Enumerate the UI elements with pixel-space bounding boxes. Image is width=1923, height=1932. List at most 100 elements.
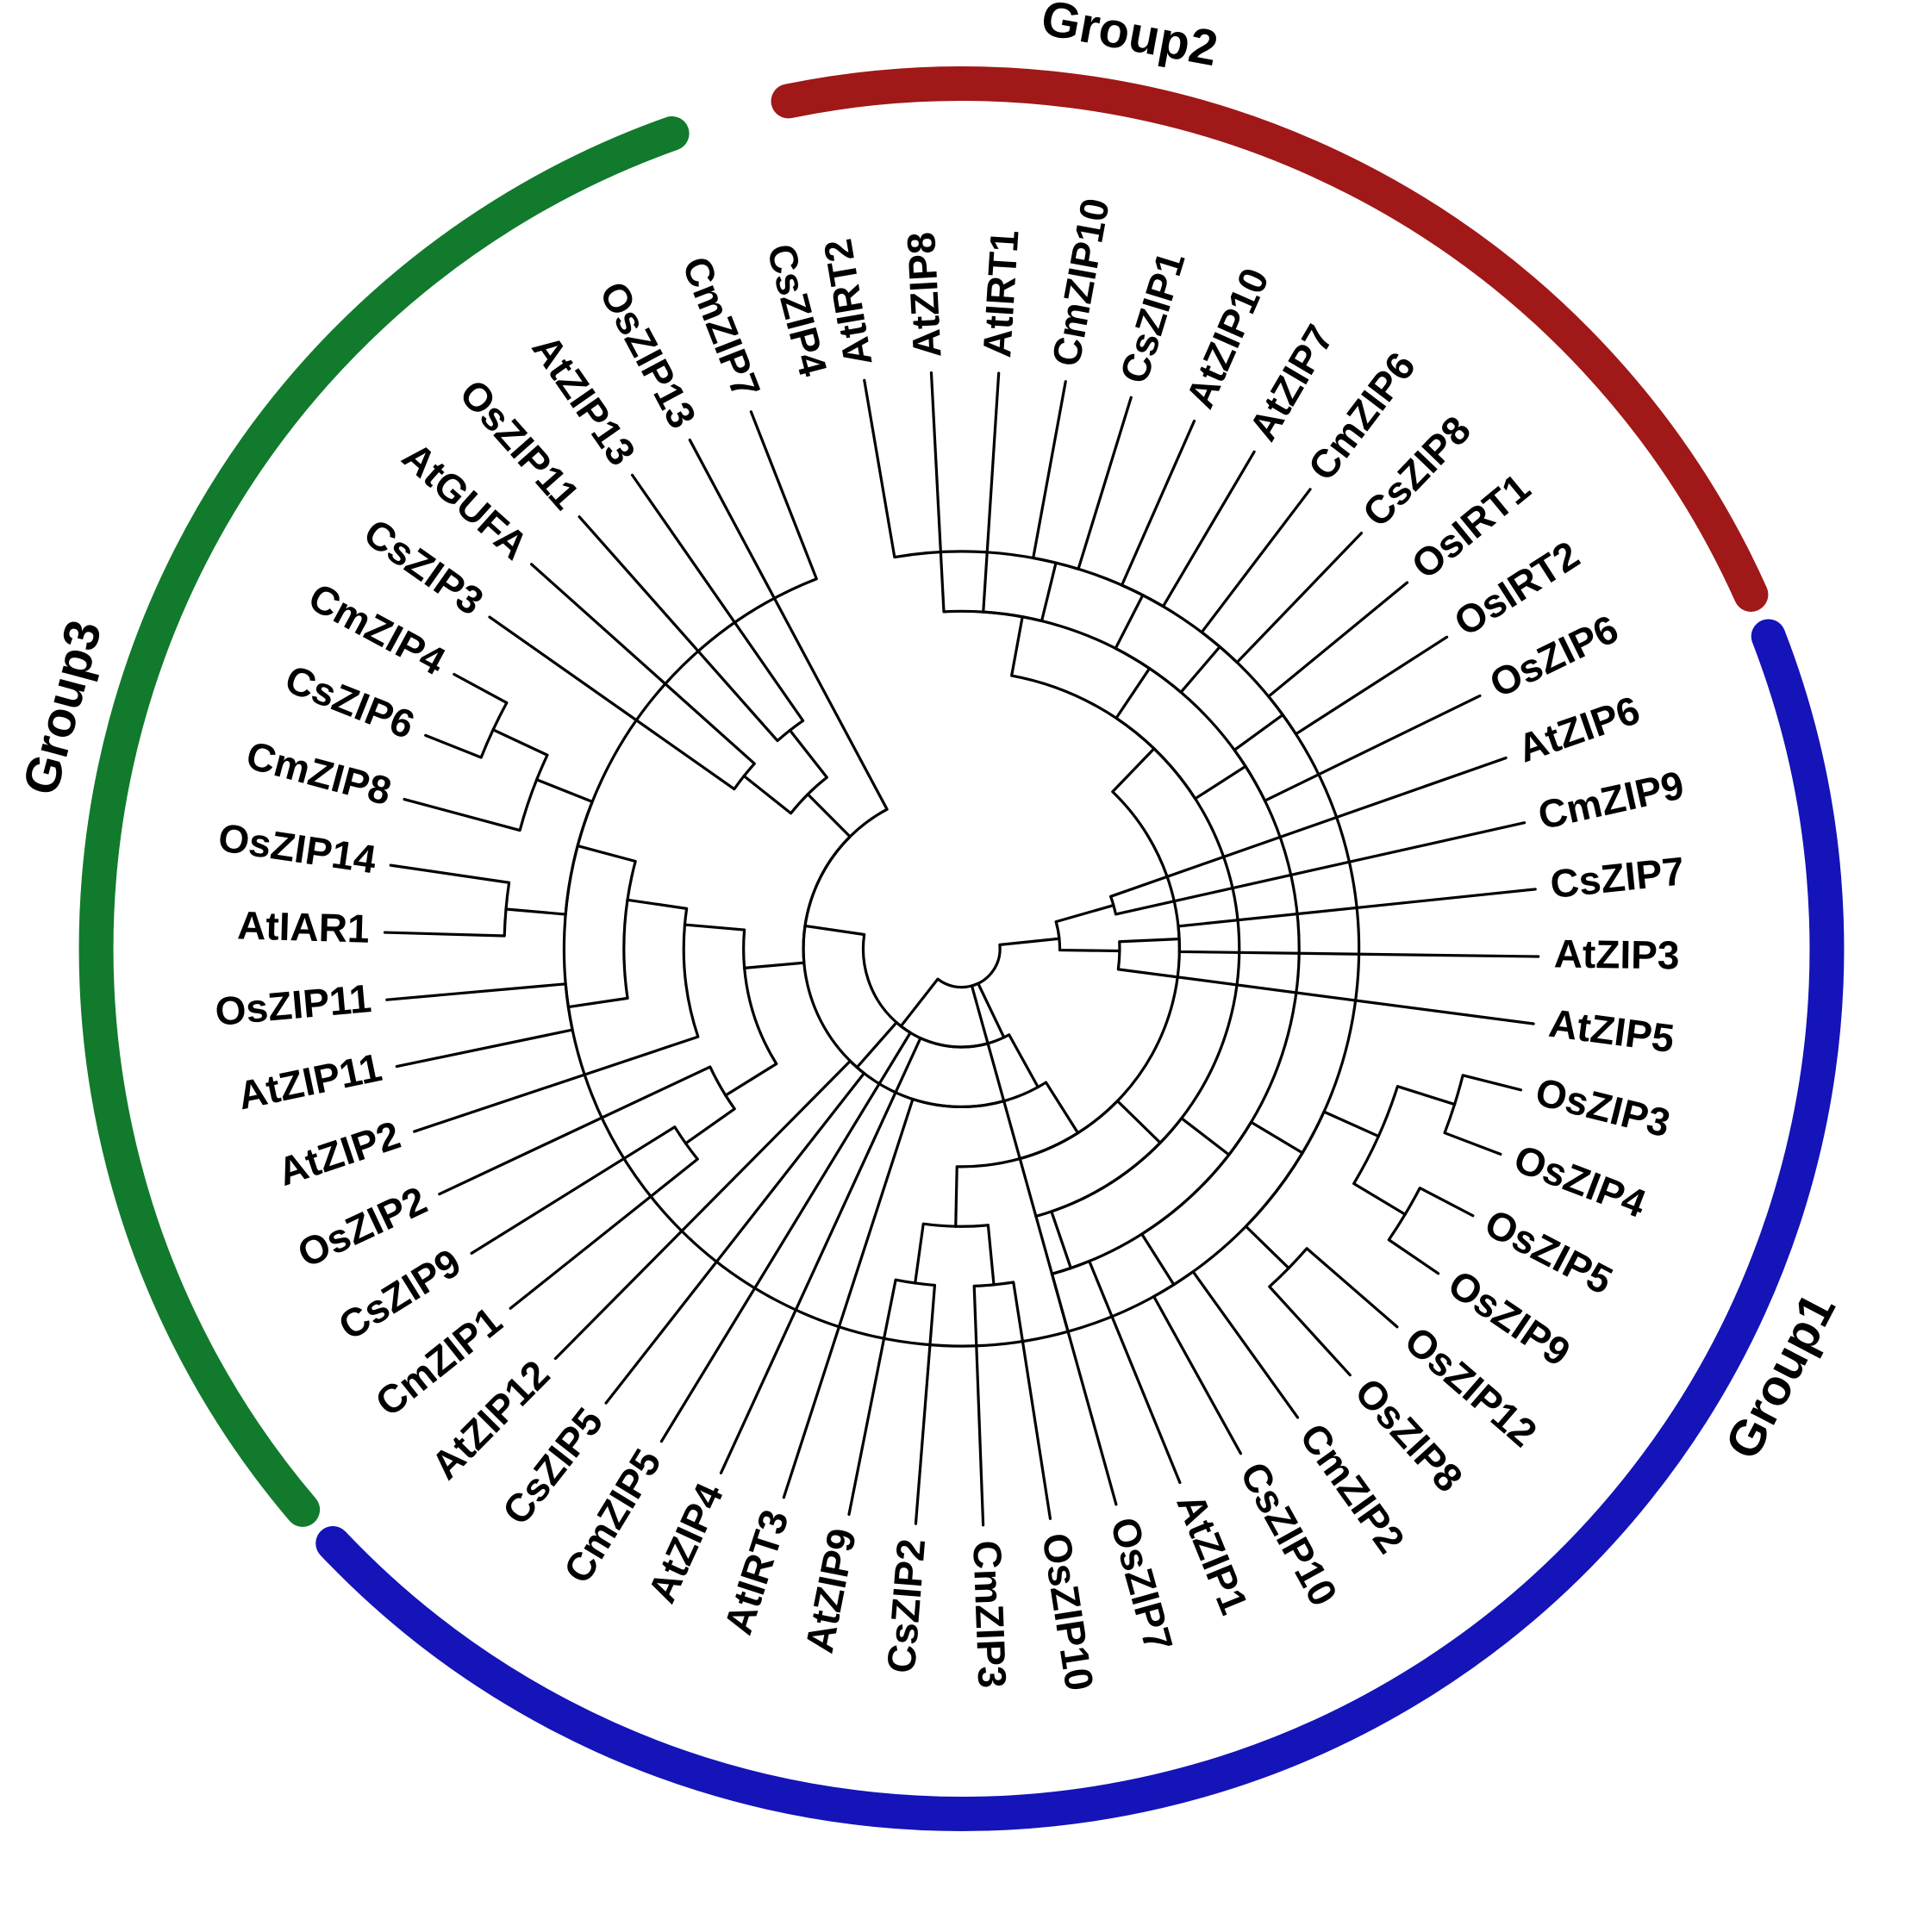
- tree-branch: [555, 1061, 857, 1358]
- tree-branch: [1269, 583, 1408, 715]
- leaf-label: CmZIP8: [242, 732, 396, 814]
- leaf-label: OsZIP10: [1033, 1530, 1102, 1694]
- tree-branch: [994, 1282, 1050, 1518]
- tree-branch: [1160, 1119, 1229, 1155]
- tree-branch: [426, 730, 493, 757]
- tree-branch: [1122, 421, 1195, 595]
- tree-branch: [1246, 1153, 1302, 1268]
- tree-branch: [1302, 1112, 1378, 1153]
- tree-branch: [537, 780, 592, 846]
- tree-branch: [1289, 1249, 1397, 1327]
- tree-branch: [578, 846, 635, 901]
- tree-branch: [1114, 823, 1525, 914]
- leaf-label: AtZIP4: [639, 1476, 732, 1609]
- tree-branch: [1118, 950, 1533, 1024]
- leaf-label: AtIAR1: [237, 902, 371, 950]
- tree-branch: [1283, 637, 1446, 734]
- tree-branch: [1445, 1105, 1501, 1155]
- tree-branch: [1020, 1159, 1036, 1217]
- tree-branch: [1354, 1137, 1406, 1215]
- tree-branch: [415, 925, 698, 1131]
- tree-branch: [956, 1225, 994, 1285]
- tree-branch: [1116, 669, 1154, 749]
- leaf-label: OsZIP11: [213, 975, 372, 1034]
- tree-branch: [1056, 397, 1131, 569]
- tree-branch: [1389, 1214, 1438, 1274]
- tree-branch: [454, 675, 507, 730]
- tree-branch: [684, 925, 744, 968]
- tree-branch: [1004, 1035, 1039, 1088]
- tree-branch: [1378, 1087, 1454, 1137]
- tree-branch: [506, 846, 578, 915]
- tree-branch: [805, 795, 850, 926]
- tree-branch: [1405, 1188, 1473, 1216]
- tree-branch: [971, 986, 988, 1044]
- leaf-label: CsZIP1: [1111, 246, 1194, 388]
- tree-branch: [1174, 1272, 1298, 1418]
- tree-branch: [1033, 382, 1066, 563]
- leaf-label: OsZIP14: [215, 814, 379, 882]
- tree-branch: [404, 780, 537, 831]
- tree-branches: [384, 373, 1538, 1525]
- group-label-group2: Group2: [1037, 0, 1222, 77]
- tree-branch: [971, 938, 1058, 986]
- leaf-label: AtZIP6: [1512, 687, 1645, 770]
- leaf-label: AtZIP2: [272, 1112, 406, 1193]
- tree-branch: [974, 1285, 994, 1525]
- tree-branch: [627, 900, 687, 925]
- leaf-label: OsZIP4: [1508, 1136, 1652, 1226]
- leaf-label: CsZIP6: [279, 656, 421, 747]
- leaf-label: OsZIP3: [1531, 1069, 1674, 1145]
- tree-branch: [661, 1026, 910, 1442]
- tree-branch: [784, 1088, 1038, 1498]
- tree-branch: [1120, 939, 1179, 951]
- leaf-label: CmZIP9: [1534, 762, 1688, 838]
- tree-branch: [931, 373, 1299, 1274]
- tree-branch: [915, 1224, 956, 1283]
- tree-branch: [1020, 749, 1179, 1159]
- tree-branch: [396, 1007, 572, 1067]
- tree-branch: [744, 776, 808, 813]
- leaf-label: AtZIP1: [1168, 1487, 1257, 1621]
- tree-branch: [568, 900, 627, 1007]
- leaf-label: CsZIP2: [878, 1537, 933, 1675]
- tree-branch: [690, 440, 1003, 1107]
- leaf-label: AtZIP5: [1546, 1000, 1676, 1062]
- tree-branch: [384, 909, 506, 936]
- leaf-label: CmZIP10: [1043, 195, 1118, 370]
- leaf-label: OsZIP7: [1102, 1512, 1182, 1656]
- phylogenetic-tree: AtIRT2AtZIP8AtIRT1CmZIP10CsZIP1AtZIP10At…: [0, 0, 1923, 1932]
- tree-branch: [493, 730, 547, 780]
- tree-branch: [915, 1283, 935, 1524]
- tree-branch: [387, 984, 569, 1007]
- leaf-label: AtZIP3: [1553, 931, 1679, 977]
- tree-branch: [606, 1068, 864, 1404]
- tree-branch: [1059, 938, 1120, 950]
- leaf-label: CmZIP3: [965, 1540, 1015, 1689]
- tree-branch: [1154, 1285, 1241, 1454]
- tree-branch: [1220, 533, 1361, 663]
- leaf-labels: AtIRT2AtZIP8AtIRT1CmZIP10CsZIP1AtZIP10At…: [213, 195, 1688, 1693]
- tree-branch: [1052, 1143, 1160, 1268]
- leaf-label: CsZIP7: [1548, 848, 1686, 907]
- tree-branch: [1229, 1122, 1302, 1155]
- tree-branch: [1056, 906, 1114, 939]
- tree-branch: [1455, 1075, 1521, 1105]
- tree-branch: [686, 1095, 735, 1144]
- tree-branch: [988, 1044, 1004, 1101]
- leaf-label: AtZIP8: [898, 231, 950, 358]
- tree-branch: [901, 979, 971, 1026]
- tree-branch: [1004, 1101, 1021, 1159]
- tree-branch: [1270, 1268, 1350, 1375]
- leaf-label: AtIRT3: [715, 1505, 797, 1640]
- tree-branch: [1154, 749, 1246, 799]
- tree-branch: [1036, 1216, 1052, 1274]
- tree-branch: [983, 373, 1022, 617]
- leaf-label: AtIRT1: [974, 228, 1027, 358]
- tree-branch: [745, 925, 805, 968]
- tree-branch: [790, 731, 827, 795]
- leaf-label: AtZIP9: [796, 1524, 865, 1656]
- tree-branch: [440, 1067, 726, 1194]
- tree-branch: [1150, 647, 1221, 693]
- tree-branch: [1038, 1082, 1077, 1133]
